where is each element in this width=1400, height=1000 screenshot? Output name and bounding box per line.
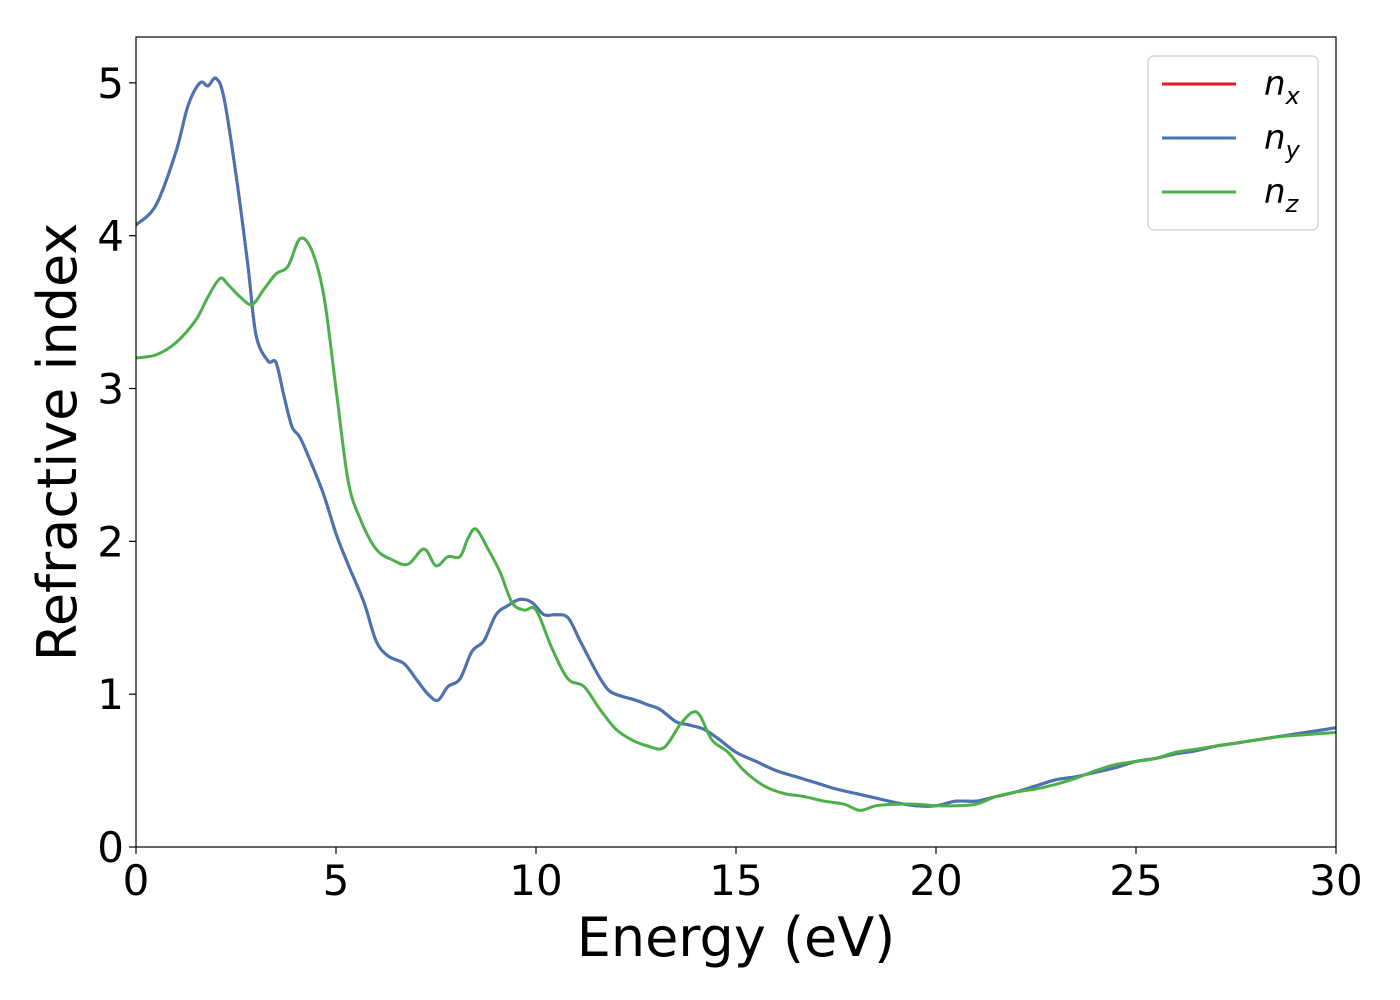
y-tick-label: 4: [97, 212, 124, 261]
x-axis-ticks: 0 5 10 15 20 25 30: [123, 847, 1363, 905]
x-tick-label: 0: [123, 856, 150, 905]
x-tick-label: 15: [709, 856, 762, 905]
series-layer: [136, 76, 1336, 812]
y-tick-label: 5: [97, 59, 124, 108]
x-tick-label: 20: [909, 856, 962, 905]
y-tick-label: 0: [97, 823, 124, 872]
y-axis-ticks: 0 1 2 3 4 5: [97, 59, 136, 872]
x-tick-label: 25: [1109, 856, 1162, 905]
series-line-n-y: [136, 76, 1336, 808]
x-axis-label: Energy (eV): [577, 906, 896, 969]
legend-box: [1147, 55, 1319, 231]
y-axis-label: Refractive index: [26, 223, 89, 662]
y-tick-label: 1: [97, 670, 124, 719]
series-line-n-z: [136, 236, 1336, 812]
x-tick-label: 5: [323, 856, 350, 905]
y-tick-label: 2: [97, 517, 124, 566]
x-tick-label: 10: [509, 856, 562, 905]
y-tick-label: 3: [97, 365, 124, 414]
x-tick-label: 30: [1309, 856, 1362, 905]
